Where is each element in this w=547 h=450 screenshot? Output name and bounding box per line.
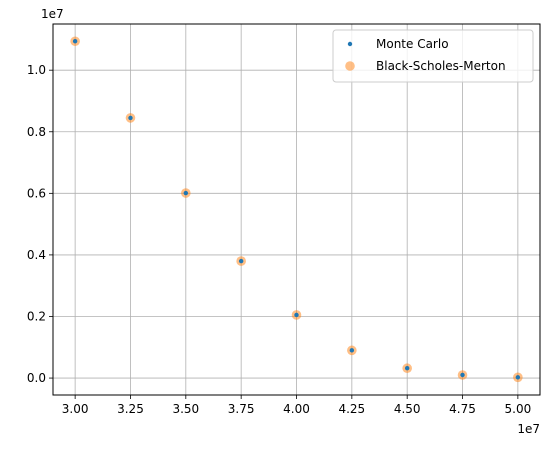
x-axis: 3.00 3.25 3.50 3.75 4.00 4.25 4.50 4.75 5.00 [62,395,531,416]
y-tick-label: 0.4 [27,248,46,262]
monte-carlo-point [460,372,465,378]
monte-carlo-point [294,312,299,318]
legend: Monte Carlo Black-Scholes-Merton [332,29,534,83]
legend-label-bsm: Black-Scholes-Merton [376,59,506,73]
y-axis: 0.0 0.2 0.4 0.6 0.8 1.0 [27,63,53,385]
x-tick-label: 4.25 [338,402,365,416]
legend-box [332,29,534,83]
y-axis-offset-label: 1e7 [41,7,64,21]
y-tick-label: 0.2 [27,309,46,323]
grid-lines [53,24,540,395]
x-tick-label: 4.00 [283,402,310,416]
y-tick-label: 0.6 [27,186,46,200]
legend-marker-monte-carlo [347,41,353,47]
monte-carlo-point [128,115,133,121]
x-tick-label: 3.00 [62,402,89,416]
y-tick-label: 1.0 [27,63,46,77]
x-axis-offset-label: 1e7 [517,422,540,436]
y-tick-label: 0.0 [27,371,46,385]
legend-marker-bsm [345,61,355,71]
monte-carlo-point [515,375,521,380]
monte-carlo-point [404,366,410,371]
data-points [70,36,523,383]
monte-carlo-point [72,39,78,44]
x-tick-label: 5.00 [505,402,532,416]
x-tick-label: 3.50 [172,402,199,416]
monte-carlo-point [183,190,189,196]
x-tick-label: 4.75 [449,402,476,416]
x-tick-label: 3.25 [117,402,144,416]
x-tick-label: 3.75 [228,402,255,416]
y-tick-label: 0.8 [27,125,46,139]
legend-label-monte-carlo: Monte Carlo [376,37,449,51]
monte-carlo-point [238,258,244,264]
x-tick-label: 4.50 [394,402,421,416]
plot-frame [52,23,541,396]
monte-carlo-point [349,348,355,353]
